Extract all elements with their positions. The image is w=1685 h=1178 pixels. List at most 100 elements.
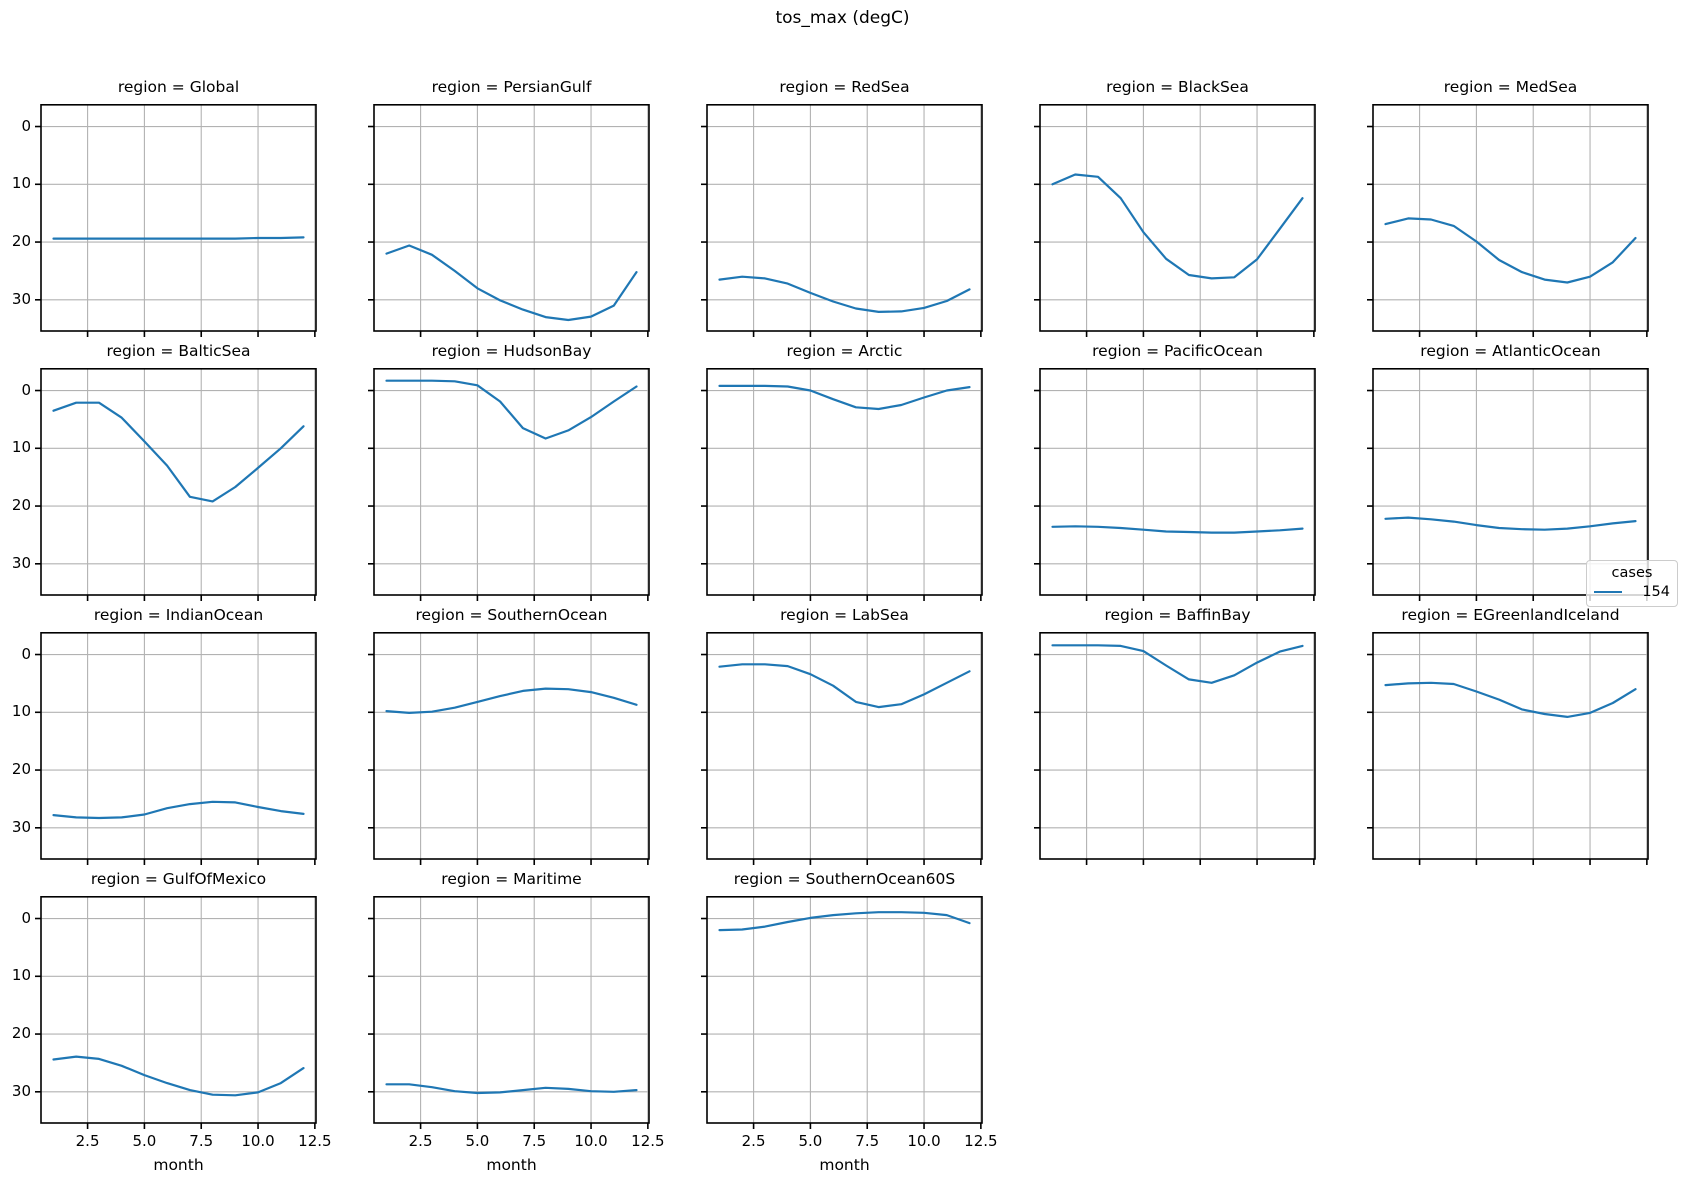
facet-title: region = SouthernOcean bbox=[415, 606, 608, 624]
legend-line-swatch-icon bbox=[1594, 591, 1622, 593]
facet-title: region = MedSea bbox=[1443, 78, 1578, 96]
facet-plot-area bbox=[368, 368, 650, 601]
plot-spines bbox=[706, 632, 983, 860]
figure-title: tos_max (degC) bbox=[775, 8, 910, 28]
plot-spines bbox=[40, 368, 317, 596]
facet-plot-area bbox=[1034, 632, 1316, 865]
y-tick-label: 30 bbox=[11, 289, 31, 308]
plot-spines bbox=[1372, 104, 1649, 332]
x-tick-label: 5.0 bbox=[132, 1132, 157, 1150]
facet-plot-area bbox=[35, 104, 317, 337]
facet-plot-area bbox=[701, 632, 983, 865]
facet-title: region = Global bbox=[117, 78, 240, 96]
series-line bbox=[52, 236, 305, 240]
facet-title: region = HudsonBay bbox=[431, 342, 592, 360]
facet-plot-area bbox=[368, 896, 650, 1129]
series-line bbox=[1384, 217, 1637, 284]
series-line bbox=[1051, 173, 1304, 280]
y-tick-label: 10 bbox=[11, 702, 31, 721]
facet-title: region = Arctic bbox=[786, 342, 903, 360]
y-tick-label: 20 bbox=[11, 1024, 31, 1043]
x-tick-label: 7.5 bbox=[855, 1132, 880, 1150]
facet-title: region = LabSea bbox=[780, 606, 909, 624]
plot-spines bbox=[40, 896, 317, 1124]
x-tick-label: 5.0 bbox=[465, 1132, 490, 1150]
plot-spines bbox=[1039, 632, 1316, 860]
plot-spines bbox=[373, 104, 650, 332]
facet-title: region = SouthernOcean60S bbox=[733, 870, 956, 888]
facet-title: region = BlackSea bbox=[1106, 78, 1249, 96]
x-tick-label: 10.0 bbox=[241, 1132, 275, 1150]
x-tick-label: 12.5 bbox=[964, 1132, 998, 1150]
series-line bbox=[718, 275, 971, 313]
y-tick-label: 10 bbox=[11, 966, 31, 985]
series-line bbox=[385, 379, 638, 440]
series-line bbox=[1384, 516, 1637, 531]
x-tick-label: 10.0 bbox=[574, 1132, 608, 1150]
facet-title: region = BaffinBay bbox=[1104, 606, 1251, 624]
series-line bbox=[385, 244, 638, 322]
facet-plot-area bbox=[368, 104, 650, 337]
x-tick-label: 10.0 bbox=[907, 1132, 941, 1150]
series-line bbox=[385, 687, 638, 715]
facet-plot-area bbox=[701, 896, 983, 1129]
facet-title: region = Maritime bbox=[441, 870, 582, 888]
facet-plot-area bbox=[1034, 104, 1316, 337]
legend-entry: 154 bbox=[1594, 584, 1670, 600]
plot-spines bbox=[706, 896, 983, 1124]
series-line bbox=[1051, 525, 1304, 534]
x-tick-label: 7.5 bbox=[522, 1132, 547, 1150]
series-line bbox=[718, 384, 971, 411]
plot-spines bbox=[706, 104, 983, 332]
series-line bbox=[385, 1083, 638, 1095]
y-tick-label: 20 bbox=[11, 496, 31, 515]
facet-plot-area bbox=[1367, 368, 1649, 601]
plot-spines bbox=[706, 368, 983, 596]
facet-title: region = BalticSea bbox=[106, 342, 251, 360]
facet-plot-area bbox=[701, 104, 983, 337]
plot-spines bbox=[1039, 368, 1316, 596]
facet-title: region = GulfOfMexico bbox=[90, 870, 267, 888]
y-tick-label: 20 bbox=[11, 232, 31, 251]
series-line bbox=[718, 663, 971, 709]
facet-title: region = PacificOcean bbox=[1092, 342, 1263, 360]
y-tick-label: 0 bbox=[21, 908, 31, 927]
x-tick-label: 12.5 bbox=[298, 1132, 332, 1150]
y-tick-label: 30 bbox=[11, 553, 31, 572]
y-tick-label: 20 bbox=[11, 760, 31, 779]
facet-plot-area bbox=[1034, 368, 1316, 601]
y-tick-label: 0 bbox=[21, 644, 31, 663]
y-tick-label: 0 bbox=[21, 380, 31, 399]
facet-plot-area bbox=[35, 368, 317, 601]
x-tick-label: 2.5 bbox=[408, 1132, 433, 1150]
legend-entry-label: 154 bbox=[1642, 584, 1670, 600]
plot-spines bbox=[40, 104, 317, 332]
series-line bbox=[52, 1055, 305, 1097]
y-tick-label: 30 bbox=[11, 817, 31, 836]
facet-plot-area bbox=[701, 368, 983, 601]
plot-spines bbox=[40, 632, 317, 860]
series-line bbox=[1384, 681, 1637, 719]
facet-plot-area bbox=[1367, 632, 1649, 865]
legend-title: cases bbox=[1611, 565, 1653, 581]
x-tick-label: 5.0 bbox=[798, 1132, 823, 1150]
series-line bbox=[718, 911, 971, 932]
x-tick-label: 7.5 bbox=[189, 1132, 214, 1150]
facet-plot-area bbox=[35, 632, 317, 865]
x-tick-label: 12.5 bbox=[631, 1132, 665, 1150]
facet-title: region = IndianOcean bbox=[93, 606, 264, 624]
y-tick-label: 30 bbox=[11, 1081, 31, 1100]
series-line bbox=[52, 800, 305, 820]
facet-title: region = RedSea bbox=[779, 78, 910, 96]
x-axis-label: month bbox=[153, 1156, 204, 1174]
x-tick-label: 2.5 bbox=[75, 1132, 100, 1150]
facet-title: region = PersianGulf bbox=[431, 78, 592, 96]
plot-spines bbox=[373, 368, 650, 596]
x-tick-label: 2.5 bbox=[741, 1132, 766, 1150]
y-tick-label: 10 bbox=[11, 438, 31, 457]
series-line bbox=[1051, 644, 1304, 684]
plot-spines bbox=[1039, 104, 1316, 332]
plot-spines bbox=[1372, 368, 1649, 596]
x-axis-label: month bbox=[819, 1156, 870, 1174]
